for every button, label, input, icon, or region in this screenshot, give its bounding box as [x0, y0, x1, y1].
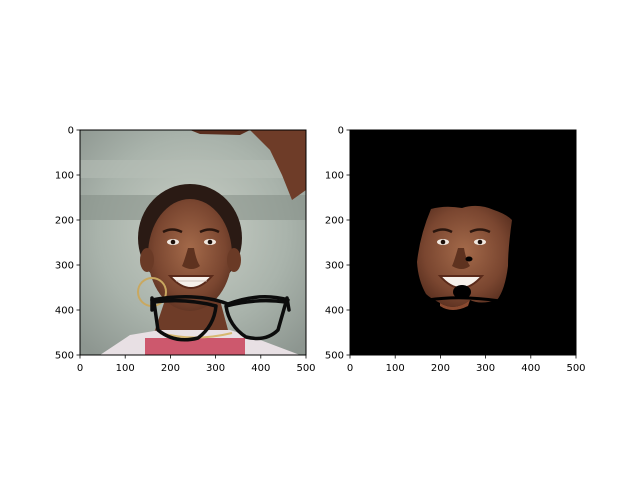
right-y-tick-label: 0 [338, 126, 344, 137]
photo-image [80, 130, 306, 355]
left-axes-frame [79, 129, 307, 356]
left-y-tick-label: 0 [68, 126, 74, 137]
right-x-tick-label: 400 [521, 363, 540, 374]
left-x-tick-label: 500 [296, 363, 315, 374]
left-x-tick-label: 0 [77, 363, 83, 374]
left-x-tick-label: 100 [116, 363, 135, 374]
right-y-tick-label: 300 [325, 261, 344, 272]
right-y-tick-label: 200 [325, 216, 344, 227]
right-y-tick-label: 100 [325, 171, 344, 182]
left-x-tick-label: 400 [251, 363, 270, 374]
left-y-tick-label: 500 [55, 351, 74, 362]
right-x-tick-label: 100 [386, 363, 405, 374]
right-x-tick-label: 200 [431, 363, 450, 374]
left-x-tick-label: 200 [161, 363, 180, 374]
right-axes-frame [349, 129, 577, 356]
left-y-tick-label: 200 [55, 216, 74, 227]
right-x-tick-label: 300 [476, 363, 495, 374]
left-y-tick-label: 300 [55, 261, 74, 272]
right-x-tick-label: 0 [347, 363, 353, 374]
right-x-tick-label: 500 [566, 363, 585, 374]
left-y-tick-label: 100 [55, 171, 74, 182]
mask-image [350, 130, 576, 355]
glasses-overlay [150, 295, 291, 342]
left-x-tick-label: 300 [206, 363, 225, 374]
left-y-tick-label: 400 [55, 306, 74, 317]
right-y-tick-label: 500 [325, 351, 344, 362]
right-y-tick-label: 400 [325, 306, 344, 317]
